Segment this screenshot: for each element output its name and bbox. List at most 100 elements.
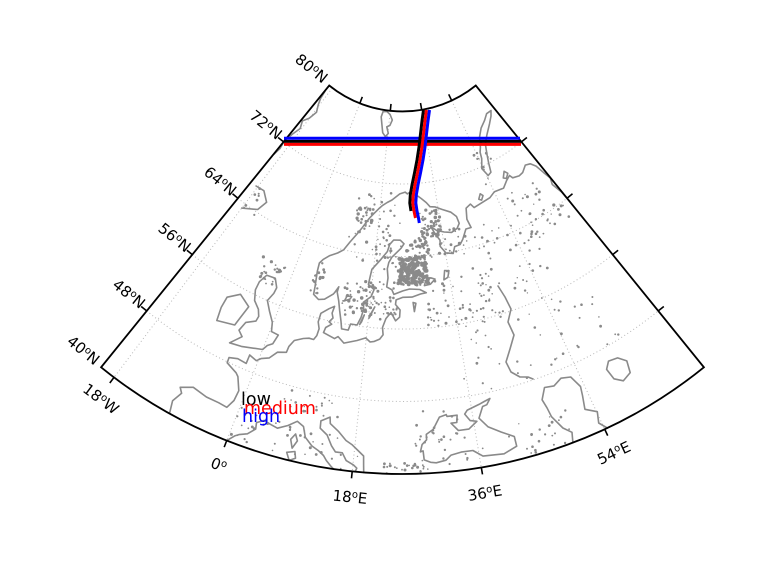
coastline-speckle [247, 427, 250, 430]
coastline-speckle [321, 262, 324, 265]
coastline-speckle [448, 228, 451, 231]
coastline-speckle [410, 281, 414, 285]
coastline-speckle [415, 283, 419, 287]
coastline-speckle [529, 364, 532, 366]
coastline-speckle [405, 464, 409, 467]
coastline-speckle [475, 309, 478, 312]
coastline-speckle [444, 299, 447, 302]
coastline-speckle [405, 249, 409, 253]
coastline-speckle [444, 321, 448, 325]
coastline-speckle [384, 245, 386, 247]
coastline-speckle [387, 224, 390, 228]
coastline-speckle [388, 306, 391, 309]
coastline-speckle [345, 295, 348, 298]
coastline-speckle [389, 256, 391, 258]
coastline-speckle [408, 268, 411, 271]
coastline-speckle [240, 406, 243, 409]
coastline-speckle [443, 252, 447, 256]
coastline-speckle [448, 249, 451, 252]
coastline-speckle [432, 426, 436, 430]
graticule-meridian--18E [113, 87, 333, 378]
coastline-speckle [360, 217, 364, 221]
coastline-speckle [416, 245, 419, 248]
coastline-speckle [388, 234, 392, 238]
coastline-speckle [384, 301, 387, 304]
coastline-speckle [408, 255, 411, 258]
coastline [319, 416, 365, 474]
coastline-speckle [418, 438, 421, 441]
coastline-speckle [414, 271, 419, 275]
coastline-speckle [369, 306, 373, 310]
coastline-speckle [315, 408, 318, 412]
coastline-speckle [523, 242, 526, 245]
coastline-speckle [365, 214, 368, 217]
coastline-speckle [364, 288, 368, 292]
coastline-speckle [378, 225, 381, 228]
coastline-speckle [313, 280, 317, 284]
coastline-speckle [434, 220, 438, 223]
coastline-speckle [355, 282, 358, 285]
coastline-speckle [537, 190, 541, 194]
coastline-speckle [393, 466, 396, 469]
coastline-speckle [525, 376, 529, 380]
coastline-speckle [552, 203, 556, 207]
coastline-speckle [489, 157, 492, 160]
coastline-speckle [274, 264, 277, 266]
coastline-speckle [521, 197, 524, 200]
coastline-speckle [464, 316, 468, 320]
coastline-speckle [460, 290, 463, 293]
coastline-speckle [513, 286, 517, 290]
coastline-speckle [303, 430, 306, 432]
coastline-speckle [367, 218, 370, 221]
coastline-speckle [315, 405, 318, 408]
coastline-speckle [342, 299, 345, 302]
coastline-speckle [361, 287, 364, 290]
coastline-speckle [299, 434, 302, 437]
coastline-speckle [392, 314, 395, 316]
legend-label-low: low [241, 390, 271, 410]
coastline-speckle [484, 151, 488, 155]
coastline-speckle [387, 231, 390, 234]
coastline-speckle [330, 457, 333, 460]
coastline-speckle [389, 249, 393, 253]
coastline [216, 293, 250, 326]
coastline-speckle [491, 230, 493, 232]
coastline-speckle [343, 286, 347, 290]
coastline-speckle [409, 243, 414, 247]
coastline-speckle [479, 284, 482, 287]
coastline-speckle [420, 242, 423, 246]
coastline-speckle [348, 305, 352, 309]
coastline-speckle [420, 255, 424, 259]
coastline-speckle [534, 451, 538, 454]
coastline-speckle [522, 279, 525, 281]
coastline-speckle [378, 281, 381, 283]
track-high-vertical [414, 109, 431, 224]
coastline-speckle [373, 203, 376, 206]
coastline-speckle [458, 323, 460, 325]
coastline-speckle [400, 264, 404, 268]
graticule-parallel-56N [191, 254, 614, 330]
coastline-speckle [487, 251, 491, 255]
coastline-speckle [429, 220, 433, 224]
coastline-speckle [273, 268, 276, 271]
coastline-speckle [462, 244, 465, 246]
coastline-speckle [419, 212, 421, 215]
coastline-speckle [374, 245, 378, 249]
coastline-speckle [257, 194, 260, 197]
coastline [541, 376, 609, 444]
coastline-speckle [424, 239, 427, 243]
coastline-speckle [559, 204, 563, 208]
coastline-speckle [308, 394, 311, 397]
graticule-parallel-64N [237, 197, 568, 257]
coastline-speckle [499, 315, 502, 318]
coastline-speckle [400, 270, 404, 275]
coastline-speckle [375, 252, 378, 256]
coastline-speckle [516, 214, 519, 217]
coastline-speckle [373, 197, 376, 200]
coastline-speckle [422, 235, 425, 239]
coastline-speckle [255, 414, 258, 417]
coastline-speckle [402, 266, 408, 272]
coastline-speckle [294, 401, 298, 404]
coastline-speckle [422, 467, 425, 470]
coastline-speckle [443, 292, 445, 294]
